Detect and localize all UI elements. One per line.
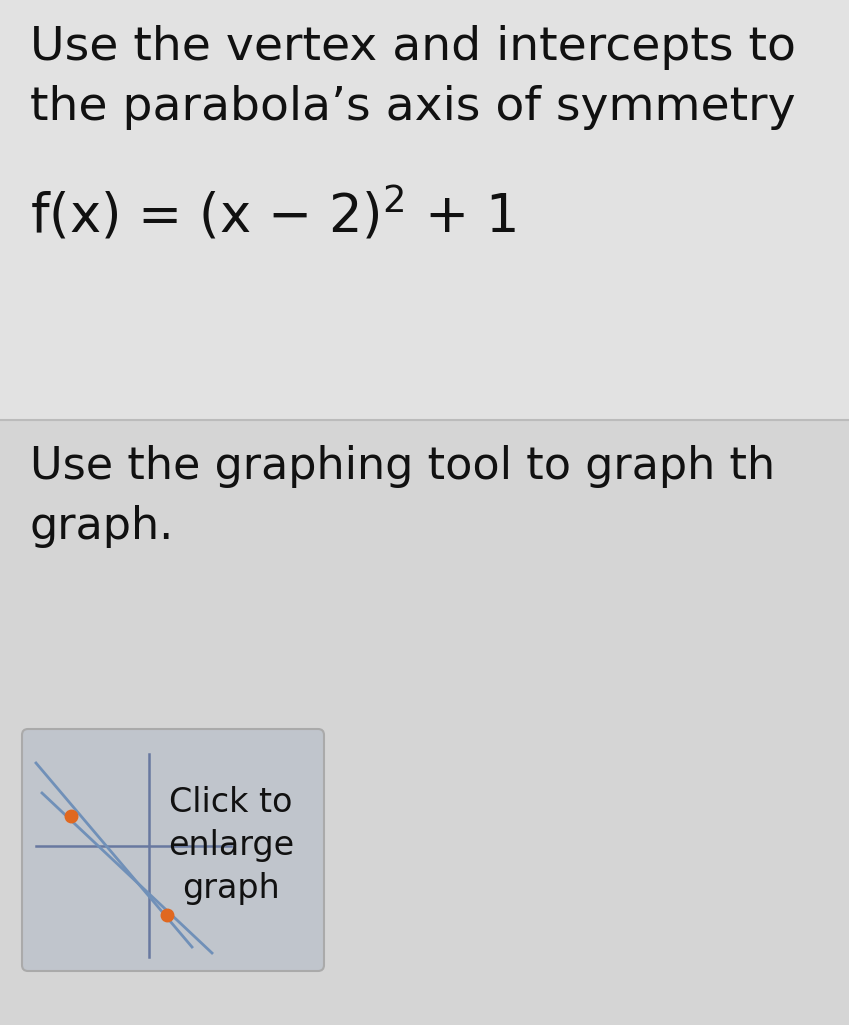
Text: f(x) = (x $-$ 2)$^2$ + 1: f(x) = (x $-$ 2)$^2$ + 1 xyxy=(30,184,516,243)
FancyBboxPatch shape xyxy=(0,420,849,1025)
Text: graph.: graph. xyxy=(30,505,174,548)
Text: the parabola’s axis of symmetry: the parabola’s axis of symmetry xyxy=(30,85,796,130)
FancyBboxPatch shape xyxy=(0,0,849,420)
Text: Use the graphing tool to graph th: Use the graphing tool to graph th xyxy=(30,445,775,488)
Text: Use the vertex and intercepts to: Use the vertex and intercepts to xyxy=(30,25,796,70)
Text: Click to
enlarge
graph: Click to enlarge graph xyxy=(168,785,294,905)
FancyBboxPatch shape xyxy=(22,729,324,971)
